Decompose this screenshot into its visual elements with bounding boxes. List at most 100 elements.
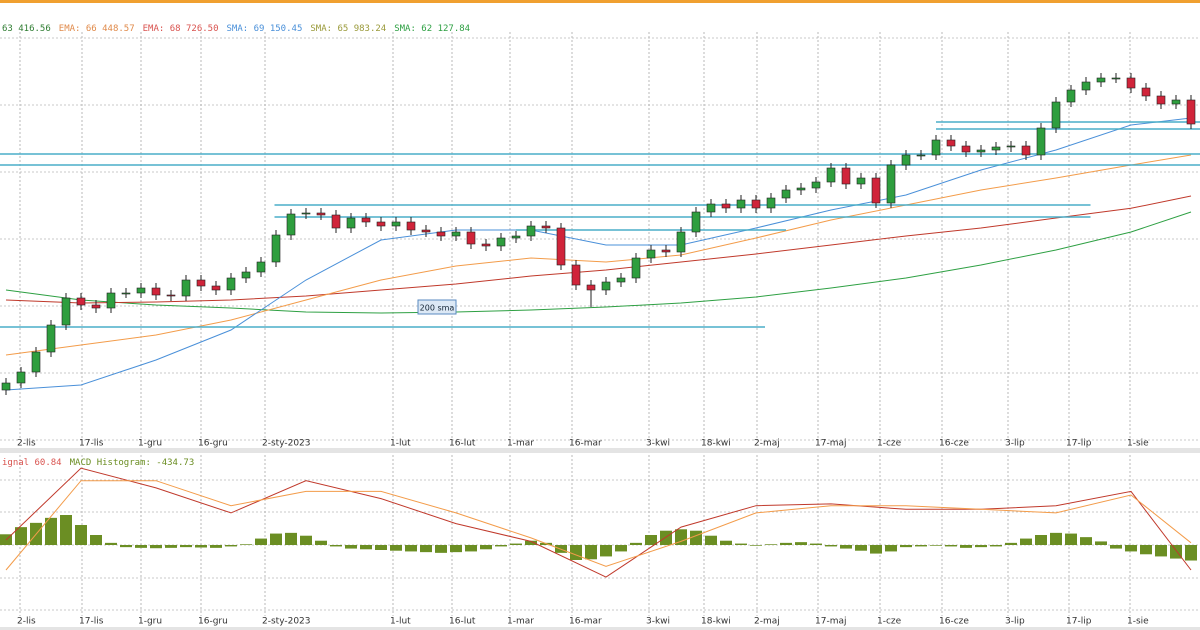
legend-entry: MACD Histogram: -434.73: [70, 458, 195, 468]
candle-body: [556, 227, 566, 266]
candle-body: [691, 211, 701, 233]
macd-histogram-bar: [855, 545, 867, 551]
macd-histogram-bar: [300, 535, 312, 545]
macd-histogram-bar: [1095, 541, 1107, 545]
macd-histogram-bar: [600, 545, 612, 557]
x-tick-label: 16-mar: [569, 439, 602, 449]
panel-separator: [0, 448, 1200, 453]
macd-histogram-bar: [465, 545, 477, 552]
macd-histogram-bar: [840, 545, 852, 549]
candle-body: [196, 279, 206, 287]
x-tick-label: 3-lip: [1005, 439, 1025, 449]
candle-body: [316, 212, 326, 216]
macd-histogram-bar: [105, 542, 117, 545]
candle-body: [181, 279, 191, 297]
x-tick-label: 17-lip: [1066, 439, 1092, 449]
x-tick-label: 1-cze: [877, 617, 902, 627]
candle-body: [346, 217, 356, 229]
legend-entry: EMA: 66 448.57: [59, 24, 135, 34]
candle-body: [1051, 101, 1061, 129]
candle-body: [526, 225, 536, 237]
macd-histogram-bar: [675, 529, 687, 545]
candle-body: [916, 154, 926, 157]
x-tick-label: 17-maj: [815, 617, 846, 627]
candle-body: [61, 297, 71, 326]
legend-entry: ignal 60.84: [2, 458, 62, 468]
macd-histogram-bar: [60, 515, 72, 545]
x-tick-label: 1-mar: [507, 439, 534, 449]
x-tick-label: 17-lis: [79, 439, 104, 449]
x-tick-label: 1-sie: [1127, 439, 1149, 449]
x-tick-label: 1-mar: [507, 617, 534, 627]
macd-histogram-bar: [495, 545, 507, 547]
candle-body: [436, 231, 446, 237]
macd-histogram-bar: [330, 545, 342, 547]
x-tick-label: 1-cze: [877, 439, 902, 449]
legend-entry: SMA: 69 150.45: [227, 24, 303, 34]
candle-body: [796, 187, 806, 191]
macd-histogram-bar: [450, 545, 462, 553]
candle-body: [331, 214, 341, 229]
macd-histogram-bar: [930, 545, 942, 546]
macd-histogram-bar: [810, 543, 822, 545]
macd-histogram-bar: [1125, 545, 1137, 552]
macd-histogram-bar: [825, 545, 837, 547]
macd-histogram-bar: [630, 542, 642, 545]
candle-body: [856, 177, 866, 185]
macd-histogram-bar: [45, 517, 57, 545]
x-tick-label: 1-gru: [138, 617, 162, 627]
candle-body: [676, 231, 686, 253]
macd-histogram-bar: [870, 545, 882, 554]
candle-body: [151, 287, 161, 296]
macd-histogram-bar: [585, 545, 597, 560]
candle-body: [541, 225, 551, 229]
macd-histogram-bar: [1110, 545, 1122, 549]
x-tick-label: 16-cze: [939, 617, 969, 627]
moving-average: [5, 117, 1192, 391]
candle-body: [256, 261, 266, 273]
macd-histogram-bar: [1185, 545, 1197, 561]
x-tick-label: 16-mar: [569, 617, 602, 627]
legend-entry: 63 416.56: [2, 24, 51, 34]
macd-histogram-bar: [915, 545, 927, 547]
candle-body: [571, 264, 581, 286]
macd-histogram-bar: [345, 545, 357, 549]
macd-histogram-bar: [1170, 545, 1182, 559]
macd-histogram-bar: [780, 542, 792, 545]
macd-histogram-bar: [990, 545, 1002, 547]
indicator-legend: 63 416.56 EMA: 66 448.57 EMA: 68 726.50 SMA…: [2, 24, 470, 34]
candle-body: [466, 231, 476, 245]
macd-histogram-bar: [240, 544, 252, 545]
candle-body: [496, 237, 506, 247]
candle-body: [391, 221, 401, 227]
candle-body: [1111, 77, 1121, 80]
macd-histogram-bar: [705, 535, 717, 545]
annotation: 200 sma: [420, 304, 455, 313]
x-tick-label: 1-lut: [390, 439, 411, 449]
candle-body: [211, 285, 221, 291]
candle-body: [781, 189, 791, 199]
candle-body: [286, 213, 296, 236]
candle-body: [811, 181, 821, 189]
macd-histogram-bar: [75, 525, 87, 545]
macd-histogram-bar: [1065, 533, 1077, 545]
candle-body: [166, 294, 176, 297]
grid: [0, 32, 1200, 616]
macd-histogram-bar: [165, 545, 177, 548]
x-tick-label: 16-cze: [939, 439, 969, 449]
candle-body: [406, 221, 416, 231]
x-tick-label: 2-sty-2023: [262, 439, 311, 449]
candle-body: [1141, 87, 1151, 97]
x-tick-label: 3-kwi: [646, 617, 670, 627]
legend-entry: EMA: 68 726.50: [143, 24, 219, 34]
candle-body: [1066, 89, 1076, 103]
candle-body: [946, 139, 956, 147]
macd-histogram-bar: [180, 545, 192, 548]
macd-histogram-bar: [720, 540, 732, 545]
candle-body: [1126, 77, 1136, 89]
candle-body: [991, 146, 1001, 151]
x-tick-label: 16-gru: [198, 617, 228, 627]
macd-histogram-bar: [660, 530, 672, 545]
candle-body: [841, 167, 851, 185]
